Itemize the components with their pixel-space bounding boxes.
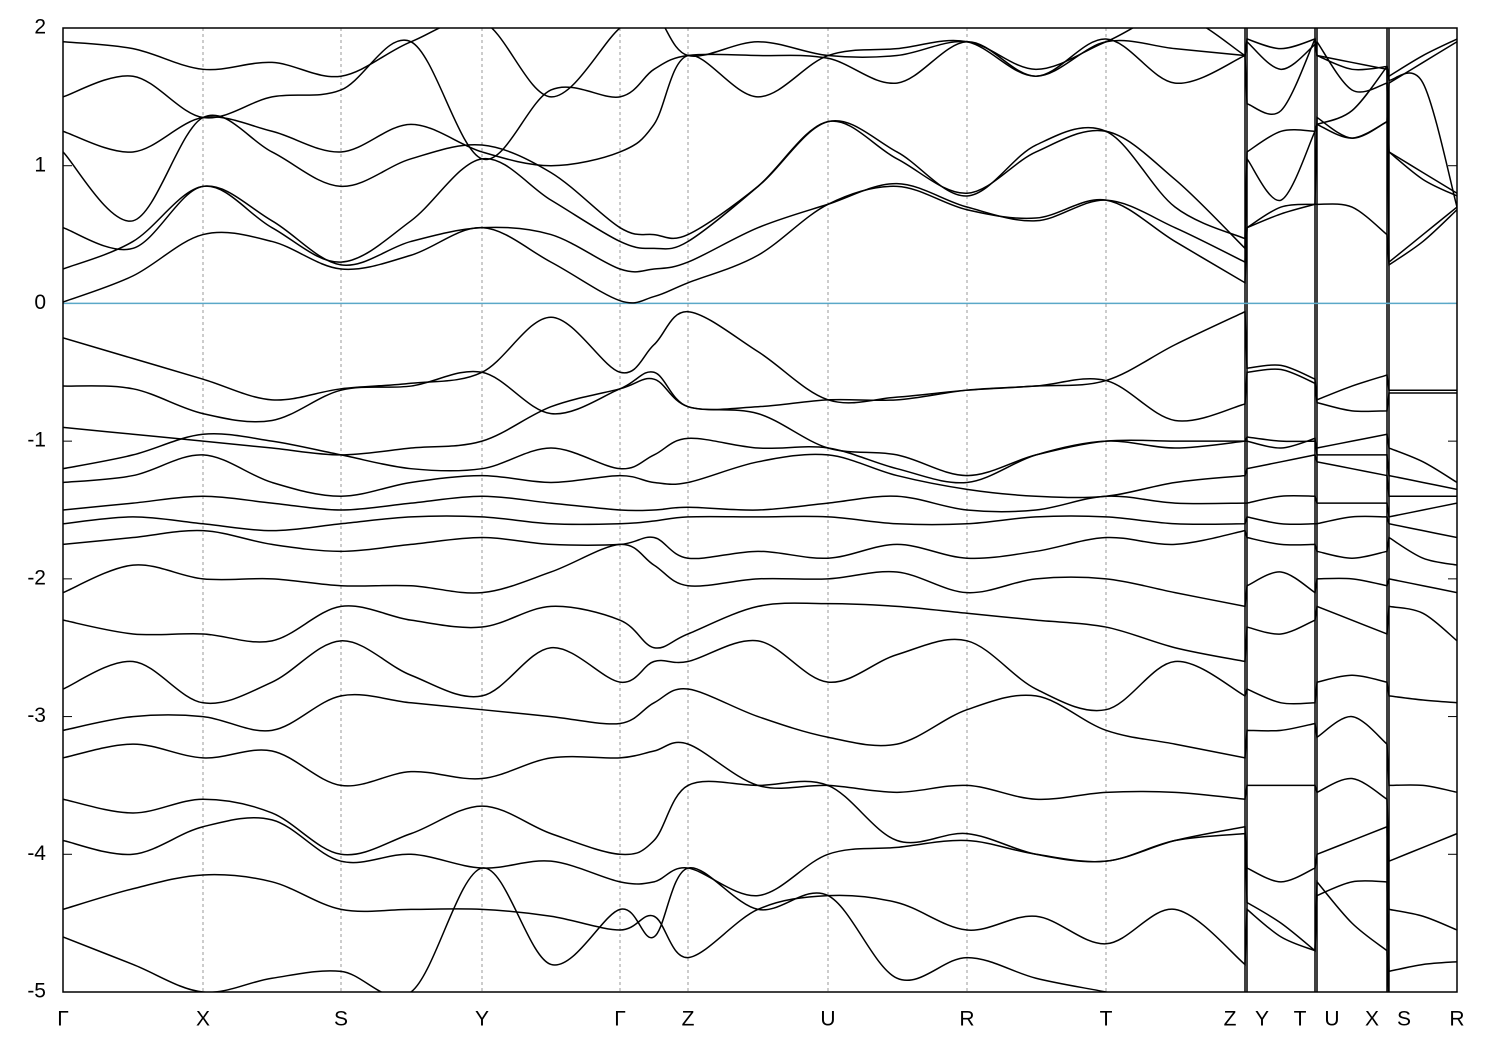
band (63, 873, 1390, 992)
band (63, 638, 1457, 712)
y-tick-label: -2 (27, 566, 46, 589)
x-tick-label: R (1449, 1008, 1464, 1031)
band (63, 515, 1457, 539)
x-tick-label: Z (1224, 1008, 1237, 1031)
y-tick-label: 0 (34, 291, 46, 314)
band (63, 38, 1457, 240)
band (63, 116, 1457, 273)
x-tick-label: U (820, 1008, 835, 1031)
x-tick-label: T (1294, 1008, 1307, 1031)
y-tick-label: 1 (34, 153, 46, 176)
x-tick-label: T (1100, 1008, 1113, 1031)
x-tick-label: S (334, 1008, 348, 1031)
band (63, 543, 1457, 608)
y-tick-label: -5 (27, 980, 46, 1003)
bands (63, 28, 1457, 992)
x-tick-label: U (1324, 1008, 1339, 1031)
band (63, 687, 1457, 794)
x-tick-label: Γ (57, 1008, 69, 1031)
band (63, 39, 1457, 197)
band (63, 433, 1457, 491)
x-tick-label: X (196, 1008, 210, 1031)
x-tick-label: S (1397, 1008, 1411, 1031)
x-tick-label: Γ (614, 1008, 626, 1031)
plot-frame (62, 27, 1458, 993)
band (63, 817, 1457, 973)
y-tick-label: -4 (27, 842, 46, 865)
x-tick-label: R (959, 1008, 974, 1031)
band (63, 602, 1457, 663)
band (63, 780, 1457, 931)
band (63, 867, 1110, 992)
band (63, 377, 1457, 484)
band (63, 368, 1457, 423)
band (63, 741, 1457, 863)
x-tick-label: Y (1255, 1008, 1269, 1031)
band (63, 310, 1457, 404)
band (63, 36, 1457, 208)
y-tick-label: 2 (34, 16, 46, 39)
y-tick-label: -3 (27, 704, 46, 727)
band (63, 185, 1457, 304)
band (63, 494, 1457, 518)
x-tick-label: X (1365, 1008, 1379, 1031)
band (63, 529, 1457, 566)
band (63, 453, 1457, 499)
x-tick-label: Y (475, 1008, 489, 1031)
y-tick-label: -1 (27, 429, 46, 452)
x-tick-label: Z (682, 1008, 695, 1031)
band (63, 28, 1457, 264)
